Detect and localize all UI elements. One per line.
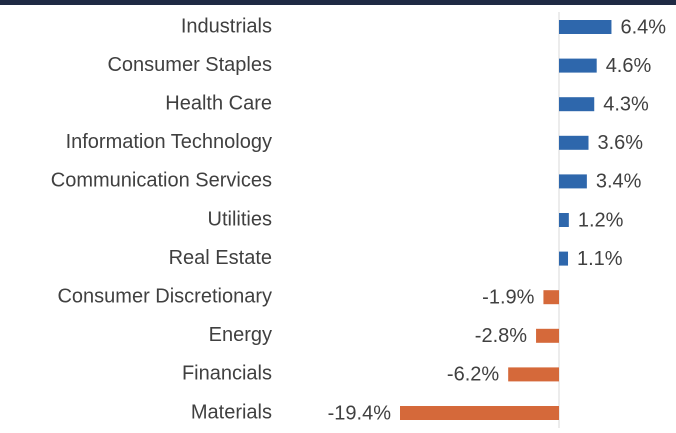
bar bbox=[559, 20, 612, 34]
category-label: Consumer Staples bbox=[107, 54, 272, 76]
category-label: Information Technology bbox=[66, 131, 272, 153]
value-label: 4.6% bbox=[606, 55, 652, 77]
value-label: -1.9% bbox=[482, 286, 534, 308]
category-label: Materials bbox=[191, 401, 272, 423]
value-label: -2.8% bbox=[475, 325, 527, 347]
bar bbox=[508, 367, 559, 382]
bar bbox=[559, 58, 597, 73]
bar bbox=[559, 135, 589, 150]
category-label: Consumer Discretionary bbox=[57, 285, 272, 307]
category-label: Real Estate bbox=[169, 247, 272, 269]
value-label: -19.4% bbox=[328, 402, 392, 424]
bar bbox=[559, 251, 569, 266]
bar bbox=[536, 328, 559, 343]
value-label: 3.4% bbox=[596, 171, 642, 193]
category-label: Communication Services bbox=[51, 170, 272, 192]
bar bbox=[559, 213, 569, 227]
bar bbox=[543, 290, 559, 305]
category-label: Health Care bbox=[165, 92, 272, 114]
category-label: Energy bbox=[209, 324, 272, 346]
bar bbox=[400, 406, 559, 420]
top-band bbox=[0, 0, 676, 5]
value-label: 6.4% bbox=[620, 16, 666, 38]
value-label: 3.6% bbox=[598, 132, 644, 154]
category-label: Utilities bbox=[208, 208, 272, 230]
bar bbox=[559, 174, 587, 189]
bar bbox=[559, 97, 595, 112]
value-label: -6.2% bbox=[447, 364, 499, 386]
value-label: 4.3% bbox=[603, 93, 649, 115]
category-label: Industrials bbox=[181, 15, 272, 37]
category-label: Financials bbox=[182, 363, 272, 385]
value-label: 1.1% bbox=[577, 248, 623, 270]
value-label: 1.2% bbox=[578, 209, 624, 231]
